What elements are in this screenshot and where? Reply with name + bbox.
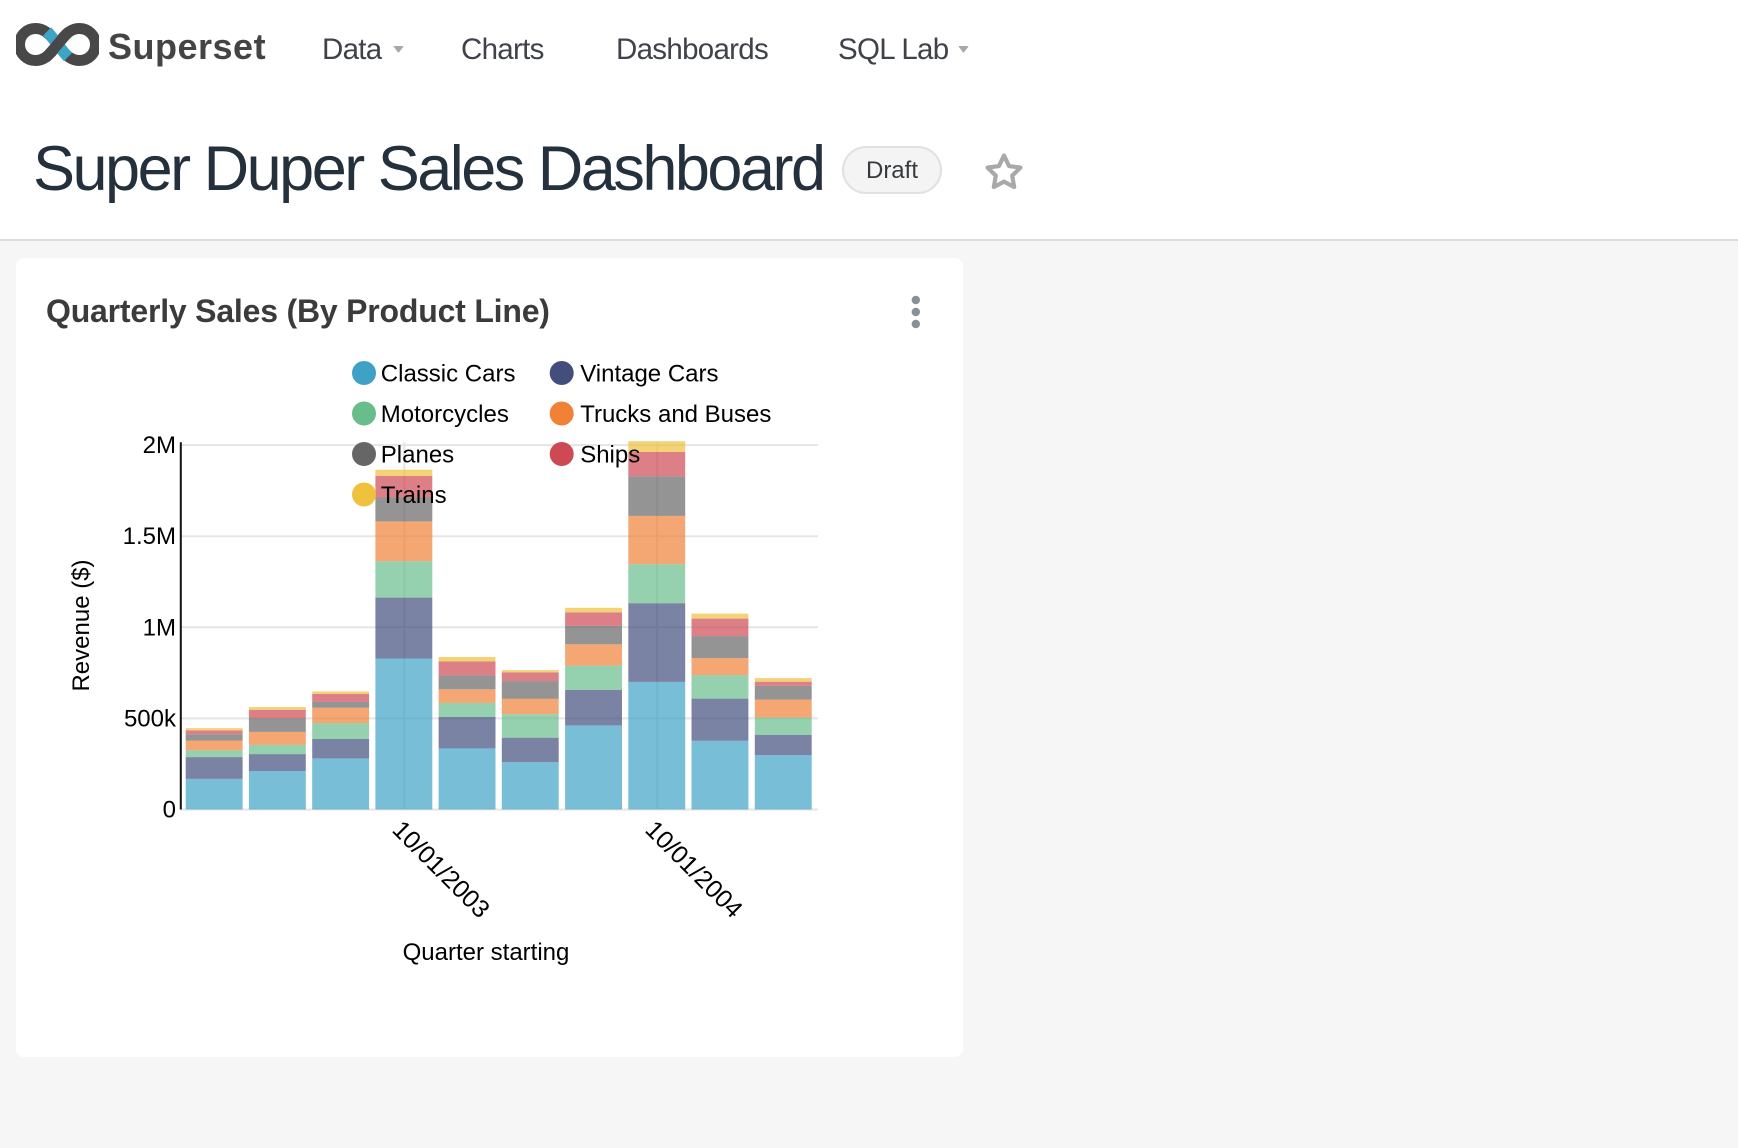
svg-text:0: 0: [163, 797, 176, 824]
svg-text:Motorcycles: Motorcycles: [381, 401, 509, 428]
svg-text:10/01/2004: 10/01/2004: [640, 815, 748, 923]
svg-text:Ships: Ships: [580, 442, 640, 469]
svg-text:Classic Cars: Classic Cars: [381, 361, 516, 388]
svg-text:1M: 1M: [143, 614, 176, 641]
svg-text:1.5M: 1.5M: [123, 523, 176, 550]
svg-text:Trains: Trains: [381, 482, 447, 509]
svg-text:500k: 500k: [124, 705, 177, 732]
svg-text:Trucks and Buses: Trucks and Buses: [580, 401, 771, 428]
svg-text:Vintage Cars: Vintage Cars: [580, 361, 718, 388]
svg-text:2M: 2M: [143, 432, 176, 459]
svg-text:Planes: Planes: [381, 442, 454, 469]
svg-text:Quarter starting: Quarter starting: [403, 939, 570, 966]
svg-text:10/01/2003: 10/01/2003: [387, 815, 495, 923]
svg-text:Revenue ($): Revenue ($): [68, 559, 95, 691]
